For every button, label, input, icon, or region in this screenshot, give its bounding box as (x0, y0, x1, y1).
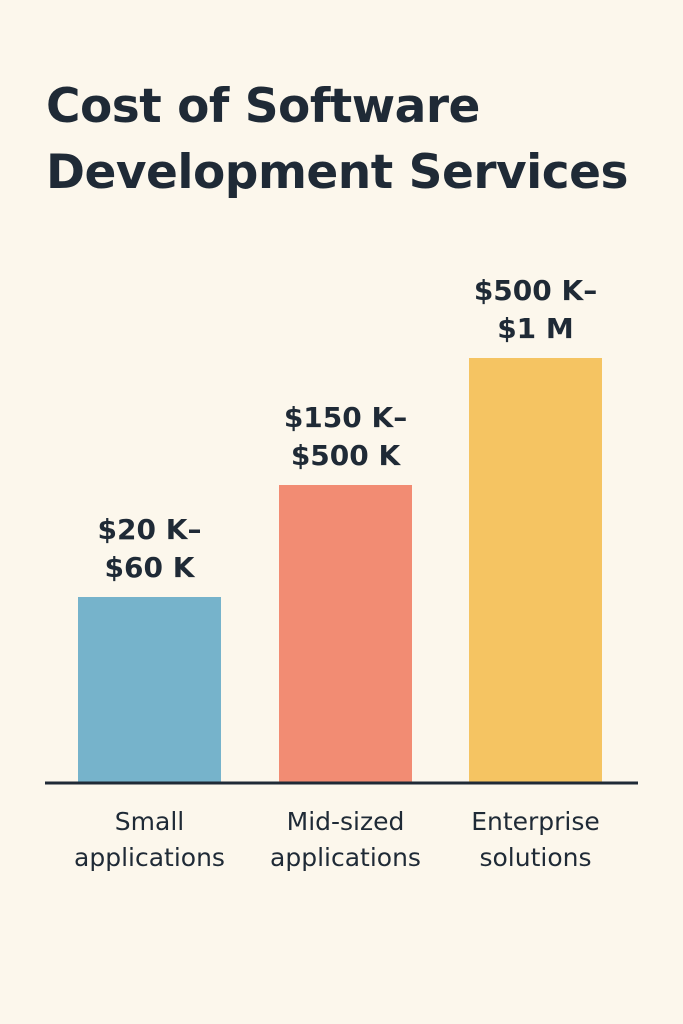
x-tick-label: solutions (479, 843, 591, 872)
bar-1 (78, 597, 221, 783)
data-label: $150 K– (284, 401, 407, 434)
data-label: $500 K– (474, 274, 597, 307)
data-label: $20 K– (98, 513, 202, 546)
data-label: $1 M (497, 312, 574, 345)
x-tick-label: applications (270, 843, 421, 872)
x-tick-label: Enterprise (471, 807, 600, 836)
chart-title: Cost of Software Development Services (46, 79, 628, 200)
x-tick-label: Mid-sized (287, 807, 405, 836)
data-label: $500 K (291, 439, 402, 472)
data-label: $60 K (105, 551, 196, 584)
x-tick-label: Small (115, 807, 184, 836)
x-tick-label: applications (74, 843, 225, 872)
bar-3 (469, 358, 602, 783)
bar-2 (279, 485, 412, 783)
